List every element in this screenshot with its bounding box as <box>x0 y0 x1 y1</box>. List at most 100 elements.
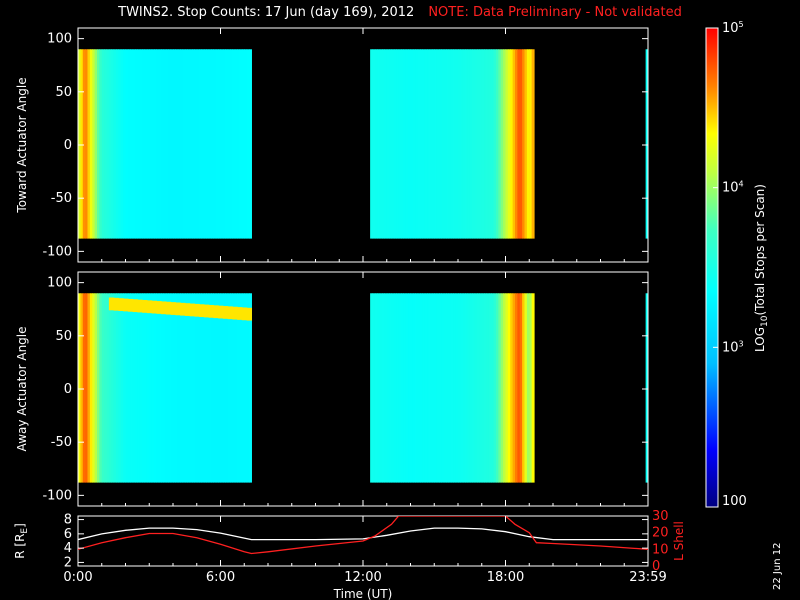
heatmap-cell <box>429 49 433 239</box>
heatmap-cell <box>382 293 385 483</box>
heatmap-cell <box>493 293 497 483</box>
heatmap-cell <box>412 293 416 483</box>
heatmap-cell <box>177 49 181 239</box>
heatmap-cell <box>78 49 81 239</box>
heatmap-cell <box>118 293 122 483</box>
heatmap-cell <box>123 293 127 483</box>
heatmap-cell <box>420 49 423 239</box>
heatmap-cell <box>239 293 243 483</box>
heatmap-cell <box>460 49 464 239</box>
heatmap-cell <box>389 49 393 239</box>
heatmap-band-cell <box>227 306 233 320</box>
x-tick-label: 6:00 <box>206 570 235 585</box>
heatmap-cell <box>249 293 252 483</box>
heatmap-band-cell <box>184 303 191 316</box>
heatmap-cell <box>120 49 124 239</box>
heatmap-cell <box>512 293 516 483</box>
heatmap-band-cell <box>108 297 115 311</box>
heatmap-cell <box>474 293 478 483</box>
heatmap-band-cell <box>237 307 243 320</box>
heatmap-cell <box>384 293 388 483</box>
heatmap-cell <box>144 293 148 483</box>
y-tick-label: 6 <box>64 527 72 542</box>
heatmap-cell <box>403 293 407 483</box>
heatmap-cell <box>213 49 217 239</box>
heatmap-cell <box>182 293 186 483</box>
heatmap-cell <box>108 49 112 239</box>
heatmap-band-cell <box>189 303 195 317</box>
heatmap-cell <box>218 293 222 483</box>
heatmap-cell <box>173 293 176 483</box>
heatmap-cell <box>89 49 93 239</box>
heatmap-cell <box>232 49 236 239</box>
heatmap-cell <box>455 49 459 239</box>
heatmap-cell <box>384 49 388 239</box>
heatmap-cell <box>462 49 466 239</box>
heatmap-cell <box>420 293 423 483</box>
heatmap-cell <box>505 49 509 239</box>
y-tick-label: -50 <box>51 191 72 206</box>
heatmap-cell <box>89 293 93 483</box>
heatmap-cell <box>85 293 89 483</box>
title-main: TWINS2. Stop Counts: 17 Jun (day 169), 2… <box>118 5 415 20</box>
heatmap-cell <box>408 49 412 239</box>
heatmap-cell <box>441 293 445 483</box>
heatmap-cell <box>237 293 241 483</box>
heatmap-cell <box>139 49 143 239</box>
heatmap-cell <box>507 293 511 483</box>
heatmap-cell <box>446 293 450 483</box>
heatmap-cell <box>135 49 138 239</box>
away-heatmap-panel: -100 -50 0 50 100 Away Actuator Angle <box>15 271 649 507</box>
heatmap-cell <box>415 49 419 239</box>
heatmap-cell <box>130 49 134 239</box>
heatmap-cell <box>510 293 514 483</box>
heatmap-cell <box>517 293 521 483</box>
heatmap-cell <box>130 293 134 483</box>
heatmap-cell <box>377 293 381 483</box>
heatmap-cell <box>374 293 378 483</box>
heatmap-cell <box>125 293 129 483</box>
y-tick-label: 100 <box>47 32 72 47</box>
colorbar-tick-label: 105 <box>722 20 744 36</box>
away-ylabel: Away Actuator Angle <box>15 326 29 451</box>
heatmap-cell <box>80 49 84 239</box>
orbit-ylabel: R [RE] <box>13 523 30 559</box>
heatmap-cell <box>415 293 419 483</box>
heatmap-cell <box>213 293 217 483</box>
heatmap-cell <box>187 49 191 239</box>
heatmap-cell <box>154 49 157 239</box>
heatmap-cell <box>101 49 105 239</box>
orbit-xlabel: Time (UT) <box>333 587 393 600</box>
r-line <box>78 527 648 541</box>
heatmap-cell <box>450 49 454 239</box>
heatmap-cell <box>507 49 511 239</box>
heatmap-cell <box>510 49 514 239</box>
heatmap-cell <box>113 49 117 239</box>
heatmap-cell <box>491 49 495 239</box>
heatmap-cell <box>524 293 528 483</box>
heatmap-cell <box>184 293 188 483</box>
heatmap-cell <box>645 293 648 483</box>
orbit-lines <box>78 516 648 555</box>
heatmap-cell <box>241 293 245 483</box>
heatmap-cell <box>227 49 231 239</box>
heatmap-cell <box>503 49 507 239</box>
heatmap-cell <box>201 293 205 483</box>
y-tick-label: -100 <box>42 488 72 503</box>
colorbar-label: LOG10(Total Stops per Scan) <box>753 184 770 352</box>
heatmap-cell <box>180 293 184 483</box>
heatmap-cell <box>477 293 480 483</box>
heatmap-cell <box>481 49 485 239</box>
heatmap-cell <box>498 293 502 483</box>
heatmap-cell <box>127 293 131 483</box>
heatmap-cell <box>163 293 167 483</box>
heatmap-cell <box>477 49 480 239</box>
heatmap-cell <box>222 49 226 239</box>
heatmap-cell <box>372 49 376 239</box>
heatmap-cell <box>524 49 528 239</box>
heatmap-cell <box>472 49 476 239</box>
heatmap-cell <box>389 293 393 483</box>
toward-heatmap-cells <box>78 49 648 239</box>
